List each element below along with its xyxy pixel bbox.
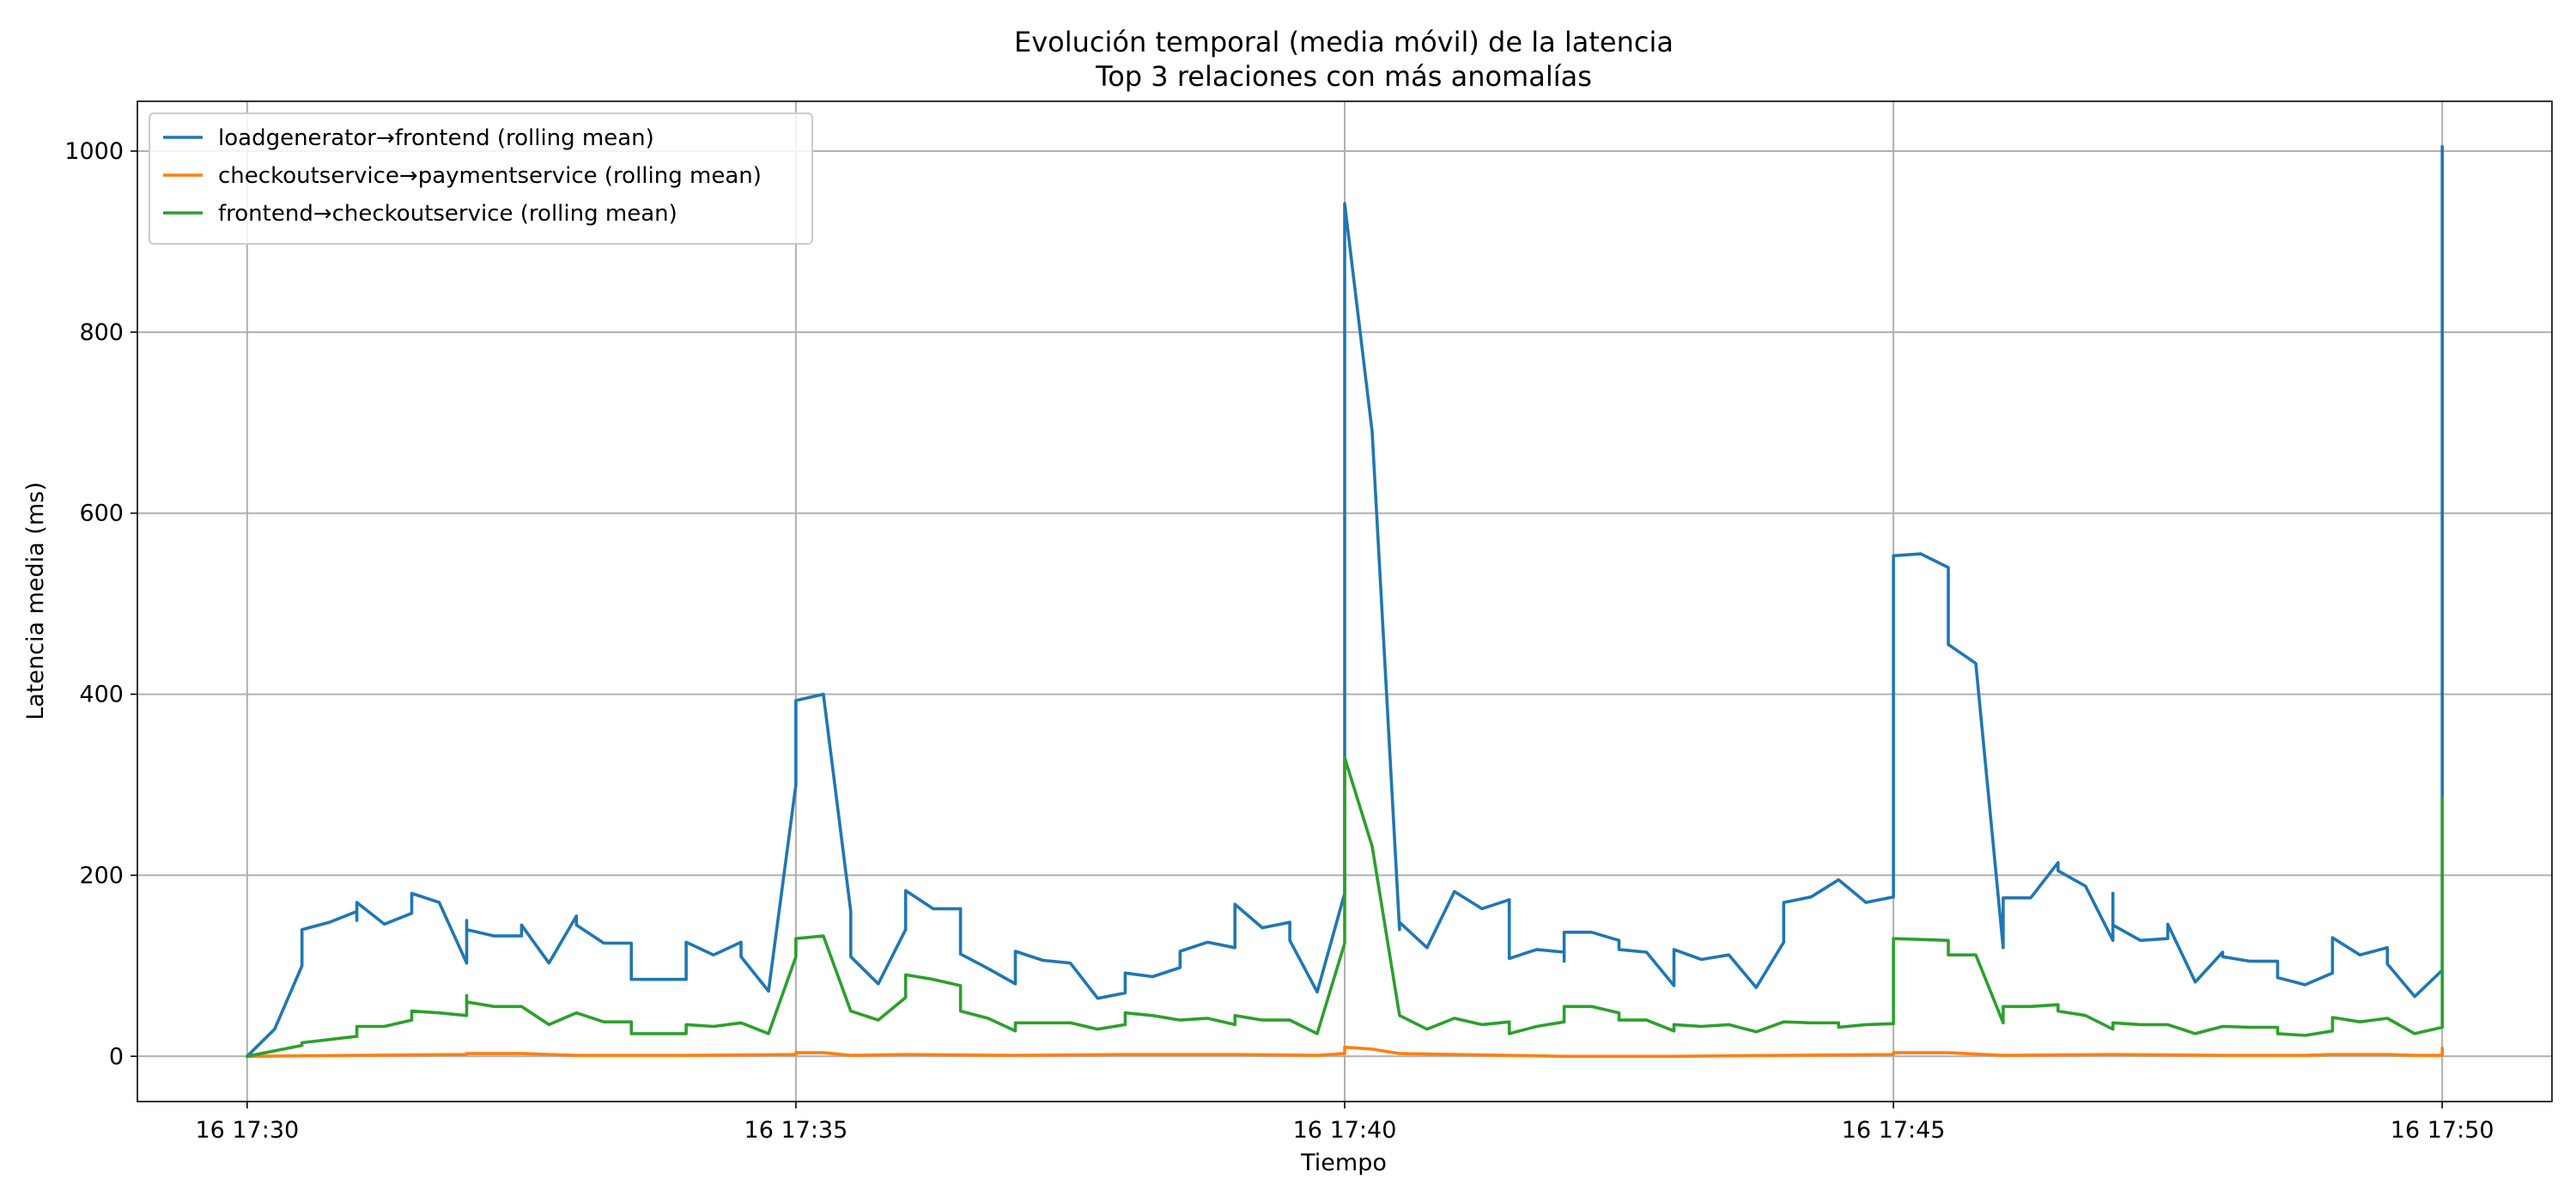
y-tick-label: 600	[79, 501, 124, 527]
x-tick-label: 16 17:50	[2391, 1117, 2494, 1144]
y-tick-label: 800	[79, 319, 124, 346]
series-lines	[246, 144, 2444, 1059]
y-tick-label: 0	[109, 1043, 124, 1070]
x-tick-label: 16 17:30	[195, 1117, 299, 1144]
y-tick-label: 1000	[64, 138, 124, 165]
chart-title: Evolución temporal (media móvil) de la l…	[1014, 26, 1674, 58]
x-axis-label: Tiempo	[1300, 1150, 1387, 1176]
x-tick-label: 16 17:45	[1842, 1117, 1946, 1144]
chart-subtitle: Top 3 relaciones con más anomalías	[1095, 60, 1592, 93]
y-tick-label: 400	[79, 682, 124, 708]
legend-box	[149, 112, 813, 245]
legend-label: frontend→checkoutservice (rolling mean)	[218, 201, 677, 227]
series-line-2	[246, 1045, 2444, 1059]
y-tick-label: 200	[79, 862, 124, 889]
axis-ticks: 16 17:30 16 17:35 16 17:40 16 17:45 16 17:50…	[64, 138, 2494, 1144]
x-tick-label: 16 17:40	[1293, 1117, 1397, 1144]
y-axis-label: Latencia media (ms)	[22, 482, 49, 720]
legend-label: loadgenerator→frontend (rolling mean)	[218, 125, 654, 151]
legend-label: checkoutservice→paymentservice (rolling …	[218, 163, 762, 189]
x-tick-label: 16 17:35	[744, 1117, 848, 1144]
series-line-3	[246, 756, 2444, 1059]
legend: loadgenerator→frontend (rolling mean) che…	[149, 112, 813, 245]
